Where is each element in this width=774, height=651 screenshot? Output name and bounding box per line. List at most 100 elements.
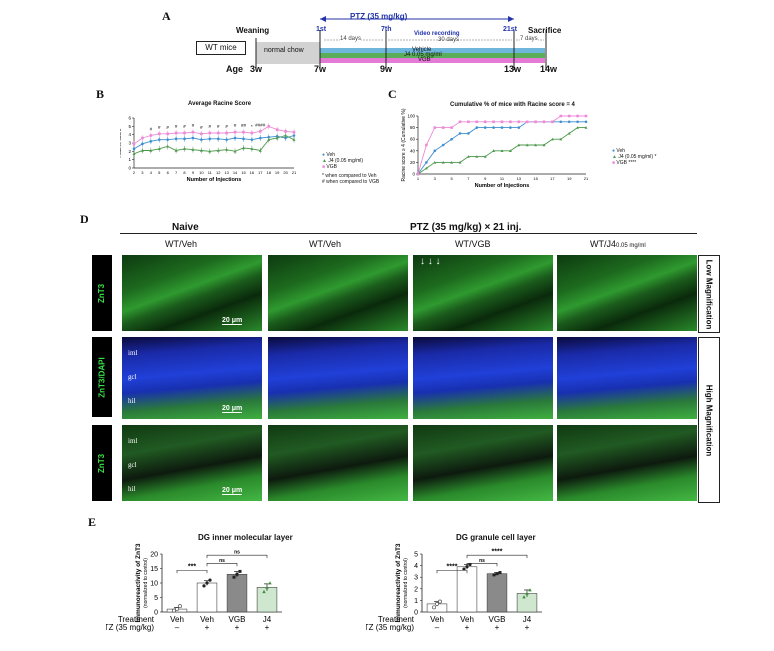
- x-tick-label: 2: [133, 170, 136, 175]
- x-tick-label: 13: [517, 176, 522, 181]
- data-point: [425, 161, 428, 164]
- legend-c-j4-label: J4 (0.05 mg/ml): [618, 154, 654, 160]
- data-point: [551, 120, 554, 124]
- data-point: [141, 136, 144, 140]
- data-point: [242, 130, 245, 134]
- chart-e2-svg: 0 1 2 3 4 5 Immunoreactivity of ZnT3 (normalize…: [366, 543, 542, 632]
- data-point: [567, 114, 571, 118]
- chart-c-sig-2: ****: [628, 160, 637, 166]
- x-tick-label: 19: [567, 176, 572, 181]
- significance-mark: #: [150, 127, 153, 132]
- data-point: [438, 599, 442, 604]
- legend-b-vgb: ■ VGB: [322, 164, 337, 170]
- col-label-1: WT/Veh: [165, 239, 198, 249]
- layer-label-iml: iml: [128, 349, 138, 357]
- legend-b-j4-label: J4 (0.05 mg/ml): [328, 158, 364, 164]
- ptz-sign: +: [265, 623, 270, 632]
- days-7: 7 days: [520, 36, 538, 42]
- data-point: [492, 120, 495, 124]
- y-axis-title: Immunoreactivity of ZnT3: [135, 543, 142, 622]
- y-tick-label: 20: [410, 160, 416, 165]
- x-tick-label: 8: [183, 170, 186, 175]
- data-point: [166, 138, 169, 141]
- days-14: 14 days: [340, 36, 362, 42]
- data-point: [435, 601, 439, 606]
- data-point: [465, 565, 469, 569]
- data-point: [141, 142, 144, 146]
- series-line-0: [133, 135, 295, 150]
- layer-label-hil: hil: [128, 397, 136, 405]
- data-point: [208, 578, 212, 582]
- layer-label-gcl: gcl: [128, 461, 137, 469]
- ptz-label: PTZ (35 mg/kg): [350, 12, 408, 21]
- wt-mice-label: WT mice: [205, 43, 237, 52]
- x-tick-label: 11: [208, 170, 213, 175]
- micrograph-r1-c2: [268, 255, 408, 331]
- data-point: [284, 130, 287, 133]
- legend-b-note-1: * when compared to Veh: [322, 173, 377, 179]
- data-point: [232, 575, 236, 579]
- data-point: [242, 137, 245, 141]
- data-point: [166, 132, 169, 136]
- data-point: [174, 131, 178, 135]
- ptz-row-label: PTZ (35 mg/kg): [366, 623, 414, 632]
- age-label: Age: [226, 64, 244, 74]
- side-label-high-text: High Magnification: [704, 384, 714, 456]
- data-point: [425, 143, 428, 147]
- significance-bracket: [466, 554, 528, 559]
- data-point: [534, 120, 537, 124]
- legend-b-j4: ▲ J4 (0.05 mg/ml): [322, 158, 364, 164]
- data-point: [467, 120, 470, 124]
- data-point: [259, 130, 262, 133]
- col-group-naive: Naive: [172, 222, 199, 233]
- data-point: [424, 166, 428, 170]
- y-axis-subtitle: (normalized to control): [143, 558, 149, 608]
- significance-label: ***: [188, 564, 196, 571]
- data-point: [517, 120, 521, 124]
- vehicle-bar: [320, 48, 545, 53]
- legend-c-vgb-label: VGB: [616, 160, 627, 166]
- x-tick-label: 7: [175, 170, 178, 175]
- treatment-row-label: Treatment: [378, 615, 415, 624]
- significance-bracket: [466, 562, 498, 567]
- row-label-3-text: ZnT3: [97, 453, 107, 473]
- y-tick-label: 0: [128, 166, 131, 171]
- micrograph-r3-c2: [268, 425, 408, 501]
- panel-label-a: A: [162, 9, 171, 23]
- x-tick-label: 14: [233, 170, 238, 175]
- row-label-2-text: ZnT3/DAPI: [98, 357, 107, 397]
- side-label-low-text: Low Magnification: [704, 259, 714, 329]
- age-3w: 3w: [250, 64, 263, 74]
- data-point: [432, 605, 436, 610]
- row-label-1: ZnT3: [92, 255, 112, 331]
- y-axis-title: Immunoreactivity of ZnT3: [395, 543, 402, 622]
- data-point: [233, 130, 237, 134]
- legend-b-veh: ● Veh: [322, 152, 336, 158]
- significance-bracket: [436, 569, 468, 574]
- data-point: [149, 134, 153, 137]
- data-point: [559, 114, 563, 118]
- data-point: [492, 573, 496, 577]
- data-point: [175, 607, 179, 612]
- data-point: [441, 143, 445, 147]
- x-tick-label: 3: [434, 176, 437, 181]
- x-tick-label: 6: [167, 170, 170, 175]
- x-tick-label: 15: [241, 170, 246, 175]
- micrograph-r3-c1: [122, 425, 262, 501]
- layer-label-gcl: gcl: [128, 373, 137, 381]
- video-recording-label: Video recording: [414, 31, 460, 37]
- data-point: [433, 149, 437, 153]
- vgb-bar: [320, 58, 545, 63]
- data-point: [149, 140, 153, 143]
- x-tick-label: 15: [533, 176, 538, 181]
- x-tick-label: 5: [158, 170, 161, 175]
- significance-mark: #: [234, 123, 237, 128]
- x-tick-label: 16: [250, 170, 255, 175]
- x-tick-label: 20: [283, 170, 288, 175]
- y-tick-label: 2: [128, 149, 131, 154]
- legend-c-veh: ● Veh: [612, 148, 626, 154]
- data-point: [202, 584, 206, 588]
- data-point: [542, 143, 546, 147]
- data-point: [157, 147, 161, 151]
- panel-label-e: E: [88, 515, 97, 529]
